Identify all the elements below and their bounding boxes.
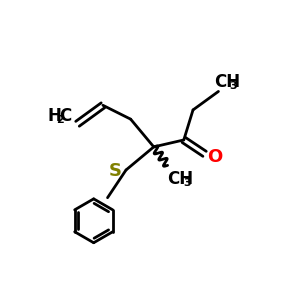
Text: H: H: [47, 107, 61, 125]
Text: CH: CH: [214, 73, 240, 91]
Text: S: S: [109, 162, 122, 180]
Text: O: O: [207, 148, 222, 166]
Text: C: C: [59, 107, 72, 125]
Text: 2: 2: [56, 115, 64, 125]
Text: 3: 3: [183, 178, 191, 188]
Text: 3: 3: [230, 81, 237, 92]
Text: CH: CH: [168, 170, 194, 188]
